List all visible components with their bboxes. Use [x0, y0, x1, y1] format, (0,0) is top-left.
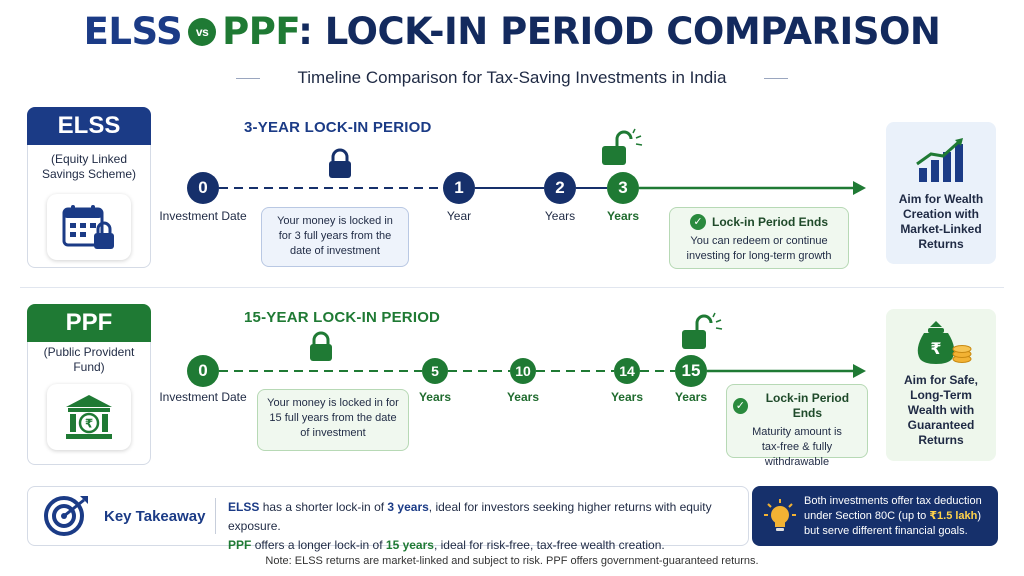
- takeaway-line1-a: has a shorter lock-in of: [262, 500, 385, 514]
- svg-text:₹: ₹: [85, 417, 93, 431]
- bank-rupee-icon: ₹: [66, 395, 112, 439]
- title-rest: : LOCK-IN PERIOD COMPARISON: [298, 10, 941, 53]
- growth-chart-icon: [916, 138, 963, 182]
- subtitle: Timeline Comparison for Tax-Saving Inves…: [297, 68, 727, 87]
- lock-icon: [329, 148, 351, 178]
- tax-note-post: ) but serve different financial goals.: [804, 510, 982, 537]
- elss-locked-callout: Your money is locked in for 3 full years…: [261, 207, 409, 267]
- ppf-arrow-head: [853, 364, 866, 378]
- lightbulb-icon: [764, 499, 796, 531]
- subtitle-rule-right: [764, 78, 788, 79]
- key-takeaway-text: ELSS has a shorter lock-in of 3 years, i…: [228, 498, 746, 555]
- target-icon: [44, 496, 88, 536]
- elss-ends-text: You can redeem or continue investing for…: [686, 235, 832, 262]
- elss-tag: ELSS: [27, 107, 151, 145]
- ppf-node-label-0: Investment Date: [159, 390, 247, 404]
- elss-full-name: (Equity Linked Savings Scheme): [41, 152, 137, 181]
- tax-note-pre: Both investments offer tax deduction und…: [804, 495, 982, 522]
- key-takeaway-separator: [215, 498, 216, 534]
- elss-ends-title: Lock-in Period Ends: [711, 214, 828, 229]
- takeaway-line-1: ELSS has a shorter lock-in of 3 years, i…: [228, 498, 746, 536]
- elss-period-label: 3-YEAR LOCK-IN PERIOD: [244, 119, 432, 136]
- ppf-ends-title: Lock-in Period Ends: [765, 391, 850, 420]
- ppf-aim-card: ₹ Aim for Safe, Long-Term Wealth with Gu…: [886, 309, 996, 461]
- money-bag-icon: ₹: [917, 321, 972, 364]
- elss-node-label-3: Years: [606, 209, 640, 223]
- takeaway-line2-b: , ideal for risk-free, tax-free wealth c…: [433, 538, 665, 552]
- elss-node-label-2: Years: [544, 209, 576, 223]
- ppf-ends-text: Maturity amount is tax-free & fully with…: [752, 426, 842, 468]
- tax-note-text: Both investments offer tax deduction und…: [804, 494, 994, 539]
- ppf-node-label-14: Years: [610, 390, 644, 404]
- takeaway-ppf-years: 15 years: [385, 538, 434, 552]
- elss-ends-callout: ✓ Lock-in Period Ends You can redeem or c…: [669, 207, 849, 269]
- page-title: ELSS vs PPF: LOCK-IN PERIOD COMPARISON: [0, 10, 1024, 53]
- calendar-lock-icon: [62, 205, 114, 249]
- title-vs-badge: vs: [188, 18, 217, 46]
- ppf-full-name: (Public Provident Fund): [43, 345, 135, 374]
- ppf-node-label-15: Years: [674, 390, 708, 404]
- section-divider: [20, 287, 1004, 288]
- elss-arrow-head: [853, 181, 866, 195]
- subtitle-rule-left: [236, 78, 260, 79]
- tax-note-box: Both investments offer tax deduction und…: [752, 486, 998, 546]
- key-takeaway-label: Key Takeaway: [104, 508, 206, 525]
- ppf-tag: PPF: [27, 304, 151, 342]
- ppf-ends-callout: ✓ Lock-in Period Ends Maturity amount is …: [726, 384, 868, 468]
- ppf-node-label-5: Years: [418, 390, 452, 404]
- key-takeaway-box: [27, 486, 749, 546]
- check-icon: ✓: [733, 398, 748, 414]
- unlock-icon: [682, 312, 723, 349]
- elss-node-1: 1: [443, 172, 475, 204]
- ppf-locked-callout: Your money is locked in for 15 full year…: [257, 389, 409, 451]
- elss-node-0: 0: [187, 172, 219, 204]
- ppf-node-0: 0: [187, 355, 219, 387]
- takeaway-line2-a: offers a longer lock-in of: [254, 538, 383, 552]
- lock-icon: [310, 331, 332, 361]
- takeaway-line-2: PPF offers a longer lock-in of 15 years,…: [228, 536, 746, 555]
- elss-aim-text: Aim for Wealth Creation with Market-Link…: [898, 192, 984, 251]
- svg-text:₹: ₹: [930, 339, 941, 358]
- tax-note-highlight: ₹1.5 lakh: [929, 510, 978, 522]
- elss-node-2: 2: [544, 172, 576, 204]
- ppf-node-5: 5: [422, 358, 448, 384]
- ppf-icon-tile: ₹: [47, 384, 131, 450]
- takeaway-ppf: PPF: [228, 538, 252, 552]
- ppf-node-10: 10: [510, 358, 536, 384]
- elss-node-label-1: Year: [446, 209, 472, 223]
- ppf-aim-text: Aim for Safe, Long-Term Wealth with Guar…: [903, 373, 978, 447]
- footnote: Note: ELSS returns are market-linked and…: [265, 555, 759, 567]
- takeaway-elss: ELSS: [228, 500, 260, 514]
- takeaway-line1-b: , ideal for investors seeking higher ret…: [228, 500, 712, 533]
- elss-node-3: 3: [607, 172, 639, 204]
- unlock-icon: [602, 128, 643, 165]
- elss-node-label-0: Investment Date: [159, 209, 247, 223]
- title-elss: ELSS: [83, 10, 183, 53]
- check-icon: ✓: [689, 214, 706, 230]
- ppf-node-14: 14: [614, 358, 640, 384]
- elss-icon-tile: [47, 194, 131, 260]
- ppf-node-15: 15: [675, 355, 707, 387]
- ppf-node-label-10: Years: [506, 390, 540, 404]
- ppf-period-label: 15-YEAR LOCK-IN PERIOD: [244, 309, 441, 326]
- takeaway-elss-years: 3 years: [387, 500, 429, 514]
- elss-aim-card: Aim for Wealth Creation with Market-Link…: [886, 122, 996, 264]
- title-ppf: PPF: [222, 10, 299, 53]
